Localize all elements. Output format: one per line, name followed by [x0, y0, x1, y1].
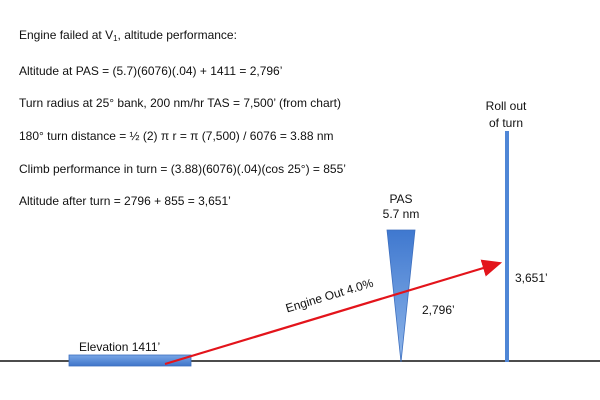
pas-label: PAS 5.7 nm [370, 192, 432, 222]
rollout-label: Roll out of turn [470, 98, 542, 132]
pas-label-line1: PAS [389, 192, 413, 206]
note-turn-distance: 180° turn distance = ½ (2) π r = π (7,50… [19, 129, 334, 143]
note-climb-performance: Climb performance in turn = (3.88)(6076)… [19, 162, 346, 176]
note-turn-radius: Turn radius at 25° bank, 200 nm/hr TAS =… [19, 96, 341, 110]
rollout-bar [505, 131, 509, 362]
rollout-label-line2: of turn [488, 116, 524, 130]
note-engine-failed-prefix: Engine failed at V [19, 28, 114, 42]
elevation-label: Elevation 1411’ [79, 340, 161, 354]
climb-path-arrow [164, 259, 503, 366]
note-v1-subscript: 1 [113, 34, 118, 43]
altitude-rollout-label: 3,651’ [515, 271, 548, 285]
note-engine-failed-suffix: , altitude performance: [117, 28, 237, 42]
altitude-pas-label: 2,796’ [422, 303, 455, 317]
note-altitude-pas: Altitude at PAS = (5.7)(6076)(.04) + 141… [19, 64, 283, 78]
pas-label-line2: 5.7 nm [382, 207, 420, 221]
note-engine-failed: Engine failed at V1, altitude performanc… [19, 28, 237, 43]
rollout-label-line1: Roll out [485, 99, 527, 113]
runway-bar [68, 354, 192, 367]
note-altitude-after-turn: Altitude after turn = 2796 + 855 = 3,651… [19, 194, 231, 208]
